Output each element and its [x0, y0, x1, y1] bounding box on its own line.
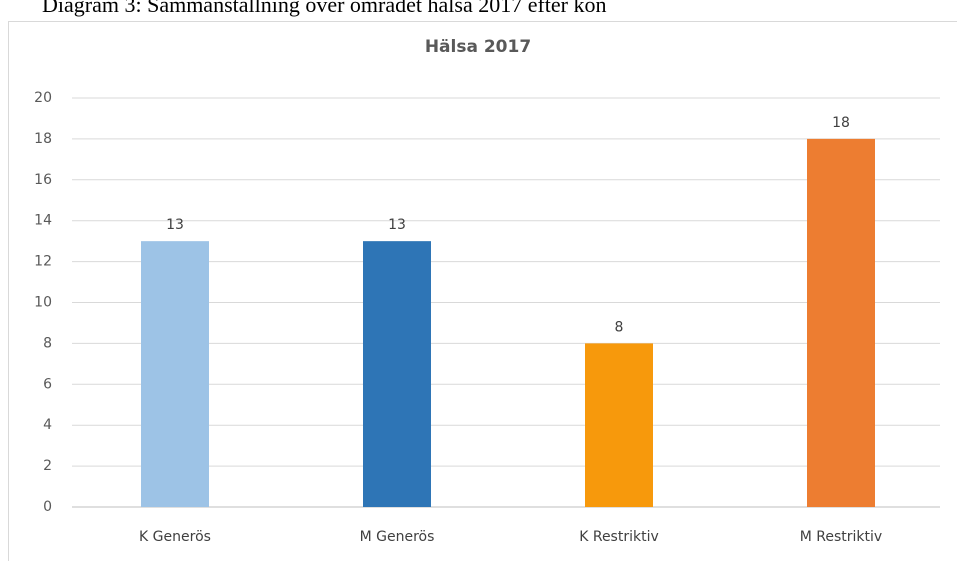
y-tick-label: 6	[43, 376, 52, 392]
y-tick-label: 16	[34, 172, 52, 188]
x-tick-label: M Generös	[360, 529, 435, 545]
y-tick-label: 2	[43, 458, 52, 474]
y-tick-label: 4	[43, 417, 52, 433]
data-label: 13	[388, 217, 406, 233]
x-tick-label: K Restriktiv	[579, 529, 659, 545]
bar	[363, 241, 431, 507]
y-tick-label: 0	[43, 499, 52, 515]
data-label: 18	[832, 115, 850, 131]
bar	[585, 343, 653, 507]
y-tick-label: 10	[34, 295, 52, 311]
caption: Diagram 3: Sammanställning över området …	[42, 0, 607, 17]
x-tick-label: K Generös	[139, 529, 211, 545]
x-tick-label: M Restriktiv	[800, 529, 882, 545]
chart-title: Hälsa 2017	[425, 37, 531, 57]
y-tick-label: 8	[43, 335, 52, 351]
chart-border	[8, 21, 957, 561]
y-tick-label: 12	[34, 254, 52, 270]
y-tick-label: 20	[34, 90, 52, 106]
y-tick-label: 18	[34, 131, 52, 147]
data-label: 13	[166, 217, 184, 233]
y-tick-label: 14	[34, 213, 52, 229]
data-label: 8	[615, 319, 624, 335]
bar	[141, 241, 209, 507]
bar	[807, 138, 875, 507]
